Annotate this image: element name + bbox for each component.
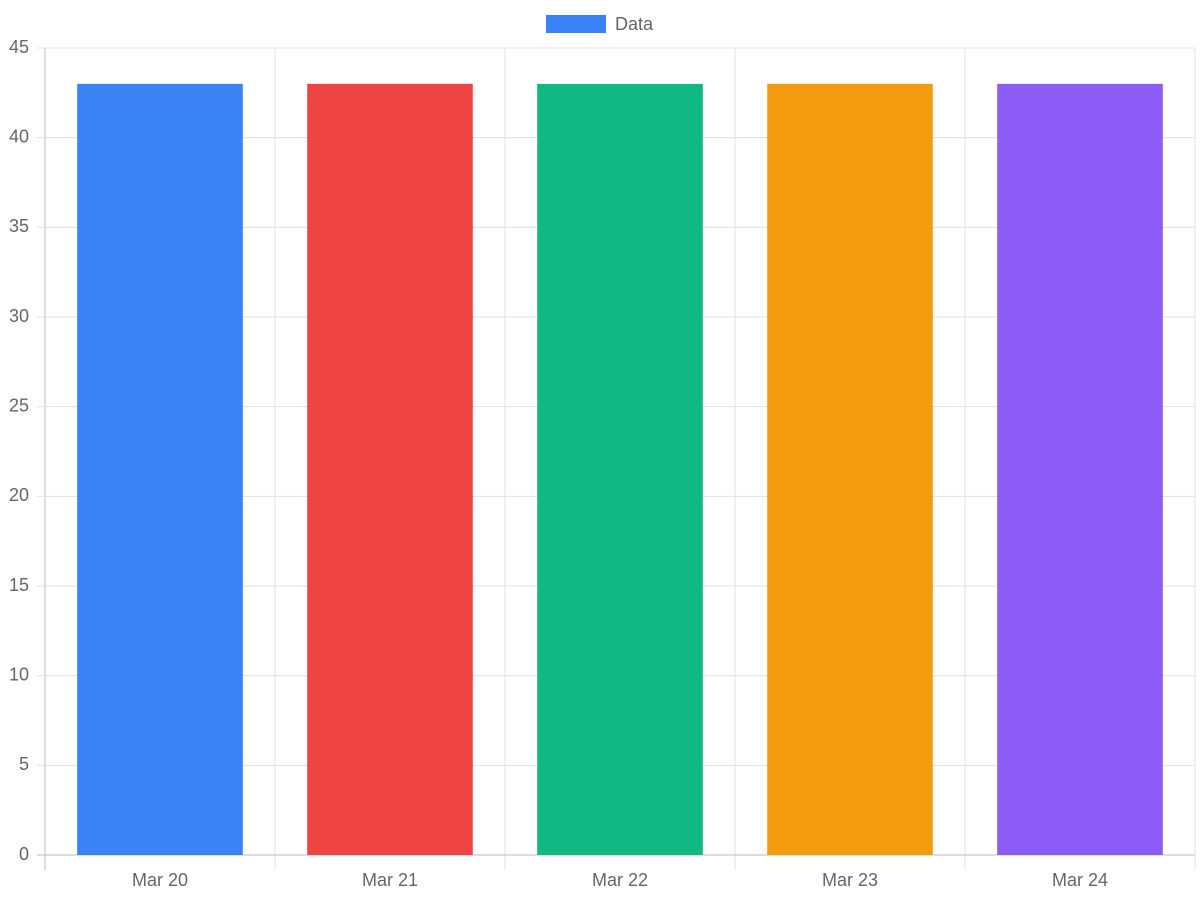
bar xyxy=(767,83,933,855)
x-tick-label: Mar 24 xyxy=(1052,870,1108,890)
x-tick-label: Mar 22 xyxy=(592,870,648,890)
bar xyxy=(307,83,473,855)
x-tick-label: Mar 21 xyxy=(362,870,418,890)
x-tick-label: Mar 20 xyxy=(132,870,188,890)
bar xyxy=(997,83,1163,855)
y-tick-label: 5 xyxy=(19,754,29,774)
bar xyxy=(77,83,243,855)
y-tick-label: 10 xyxy=(9,664,29,684)
y-tick-label: 45 xyxy=(9,37,29,57)
y-tick-label: 15 xyxy=(9,575,29,595)
bar xyxy=(537,83,703,855)
y-tick-label: 40 xyxy=(9,126,29,146)
legend-label: Data xyxy=(615,14,654,34)
y-tick-label: 30 xyxy=(9,306,29,326)
y-tick-label: 0 xyxy=(19,844,29,864)
y-tick-label: 20 xyxy=(9,485,29,505)
y-tick-label: 35 xyxy=(9,216,29,236)
legend-swatch xyxy=(546,15,606,33)
y-tick-label: 25 xyxy=(9,395,29,415)
x-tick-label: Mar 23 xyxy=(822,870,878,890)
